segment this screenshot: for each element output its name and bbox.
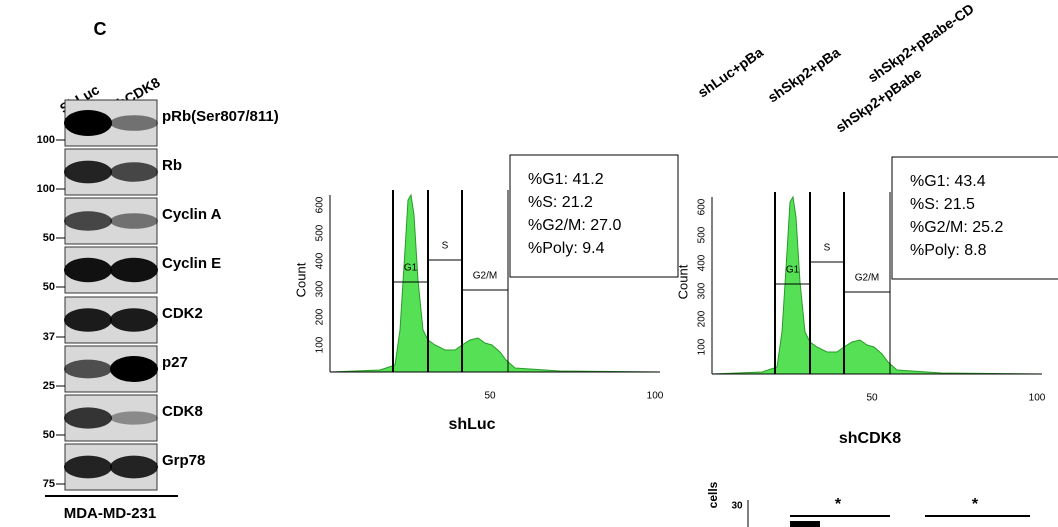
protein-label: pRb(Ser807/811) (162, 108, 279, 125)
band (110, 258, 158, 282)
bar-y-label: cells (706, 481, 720, 508)
panel-label: C (94, 19, 107, 39)
condition-label: shLuc+pBa (695, 44, 766, 101)
y-tick-label: 200 (697, 310, 708, 327)
y-tick-label: 200 (315, 308, 326, 325)
protein-label: Rb (162, 157, 182, 174)
condition-label: shSkp2+pBa (765, 44, 844, 106)
x-tick-label: 100 (1029, 393, 1046, 404)
flow-histogram: 100 200 300 400 500 600 Count 50 100 G1 S G2/M %G1: … (293, 155, 678, 433)
stats-line: %G1: 41.2 (528, 171, 604, 188)
figure: C ShLucShCDK8pRb(Ser807/811)100Rb100Cycl… (0, 0, 1058, 527)
y-tick-label: 400 (697, 254, 708, 271)
y-tick-label: 600 (315, 196, 326, 213)
band (64, 456, 112, 479)
y-tick-label: 100 (315, 336, 326, 353)
gate-label: G1 (404, 263, 418, 274)
gate-label: G2/M (473, 271, 497, 282)
y-tick-label: 500 (697, 226, 708, 243)
x-tick-label: 100 (647, 391, 664, 402)
stats-line: %G2/M: 25.2 (910, 219, 1003, 236)
significance-star: * (835, 496, 842, 513)
protein-label: CDK8 (162, 403, 203, 420)
band (64, 407, 112, 428)
y-tick-label: 400 (315, 252, 326, 269)
marker-label: 100 (37, 134, 55, 146)
y-tick-label: 300 (697, 282, 708, 299)
x-tick-label: 50 (866, 393, 878, 404)
protein-label: CDK2 (162, 305, 203, 322)
histogram-title: shCDK8 (839, 430, 901, 447)
stats-line: %S: 21.2 (528, 194, 593, 211)
protein-label: Cyclin E (162, 255, 221, 272)
band (64, 110, 112, 136)
stats-line: %G2/M: 27.0 (528, 217, 621, 234)
marker-label: 50 (43, 232, 55, 244)
bar (790, 521, 820, 527)
band (110, 308, 158, 332)
y-axis-label: Count (675, 264, 690, 299)
band (64, 308, 112, 332)
marker-label: 37 (43, 331, 55, 343)
band (110, 115, 158, 131)
marker-label: 50 (43, 281, 55, 293)
stats-line: %Poly: 8.8 (910, 242, 987, 259)
protein-label: p27 (162, 354, 188, 371)
y-tick-label: 300 (315, 280, 326, 297)
stats-line: %S: 21.5 (910, 196, 975, 213)
y-tick-label: 500 (315, 224, 326, 241)
band (110, 411, 158, 424)
band (64, 360, 112, 379)
gate-label: G1 (786, 265, 800, 276)
figure-canvas: C ShLucShCDK8pRb(Ser807/811)100Rb100Cycl… (0, 0, 1058, 527)
marker-label: 75 (43, 478, 55, 490)
stats-line: %G1: 43.4 (910, 173, 986, 190)
significance-star: * (972, 496, 979, 513)
band (110, 213, 158, 229)
marker-label: 25 (43, 380, 55, 392)
y-tick-label: 100 (697, 338, 708, 355)
marker-label: 50 (43, 429, 55, 441)
stats-line: %Poly: 9.4 (528, 240, 605, 257)
band (110, 162, 158, 182)
band (110, 356, 158, 382)
bar-ytick: 30 (731, 501, 743, 512)
y-axis-label: Count (293, 262, 308, 297)
cell-line: MDA-MD-231 (64, 505, 157, 522)
protein-label: Cyclin A (162, 206, 222, 223)
histogram-title: shLuc (448, 416, 495, 433)
flow-histogram: 100 200 300 400 500 600 Count 50 100 G1 S G2/M %G1: … (675, 157, 1058, 447)
gate-label: G2/M (855, 273, 879, 284)
gate-label: S (824, 243, 831, 254)
y-tick-label: 600 (697, 198, 708, 215)
band (64, 258, 112, 282)
x-tick-label: 50 (484, 391, 496, 402)
band (64, 211, 112, 231)
band (110, 456, 158, 479)
band (64, 161, 112, 184)
marker-label: 100 (37, 183, 55, 195)
gate-label: S (442, 241, 449, 252)
protein-label: Grp78 (162, 452, 205, 469)
